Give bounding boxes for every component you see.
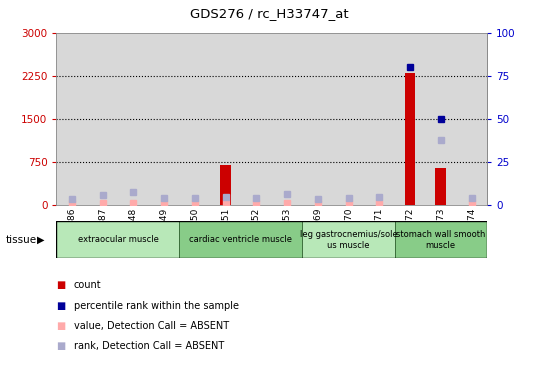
Bar (435, 168, 446, 205)
Bar (333, 33, 364, 205)
Text: leg gastrocnemius/sole
us muscle: leg gastrocnemius/sole us muscle (300, 230, 398, 250)
Bar (56, 33, 87, 205)
Bar (405, 73, 415, 205)
Text: rank, Detection Call = ABSENT: rank, Detection Call = ABSENT (74, 341, 224, 351)
Bar (210, 33, 241, 205)
Bar (87, 33, 118, 205)
Bar (272, 33, 302, 205)
Bar (395, 221, 487, 258)
Text: stomach wall smooth
muscle: stomach wall smooth muscle (396, 230, 485, 250)
Bar (180, 33, 210, 205)
Bar (302, 33, 333, 205)
Bar (118, 33, 148, 205)
Bar (364, 33, 395, 205)
Text: count: count (74, 280, 101, 291)
Text: tissue: tissue (5, 235, 37, 245)
Bar (395, 33, 426, 205)
Text: ■: ■ (56, 321, 66, 331)
Bar (56, 221, 180, 258)
Text: extraocular muscle: extraocular muscle (77, 235, 158, 244)
Text: ▶: ▶ (37, 235, 44, 245)
Text: cardiac ventricle muscle: cardiac ventricle muscle (189, 235, 293, 244)
Bar (148, 33, 180, 205)
Bar (456, 33, 487, 205)
Bar (180, 221, 302, 258)
Text: GDS276 / rc_H33747_at: GDS276 / rc_H33747_at (190, 7, 348, 20)
Bar (220, 165, 231, 205)
Text: value, Detection Call = ABSENT: value, Detection Call = ABSENT (74, 321, 229, 331)
Bar (426, 33, 456, 205)
Text: ■: ■ (56, 280, 66, 291)
Bar (241, 33, 272, 205)
Text: ■: ■ (56, 300, 66, 311)
Text: ■: ■ (56, 341, 66, 351)
Bar (302, 221, 395, 258)
Text: percentile rank within the sample: percentile rank within the sample (74, 300, 239, 311)
